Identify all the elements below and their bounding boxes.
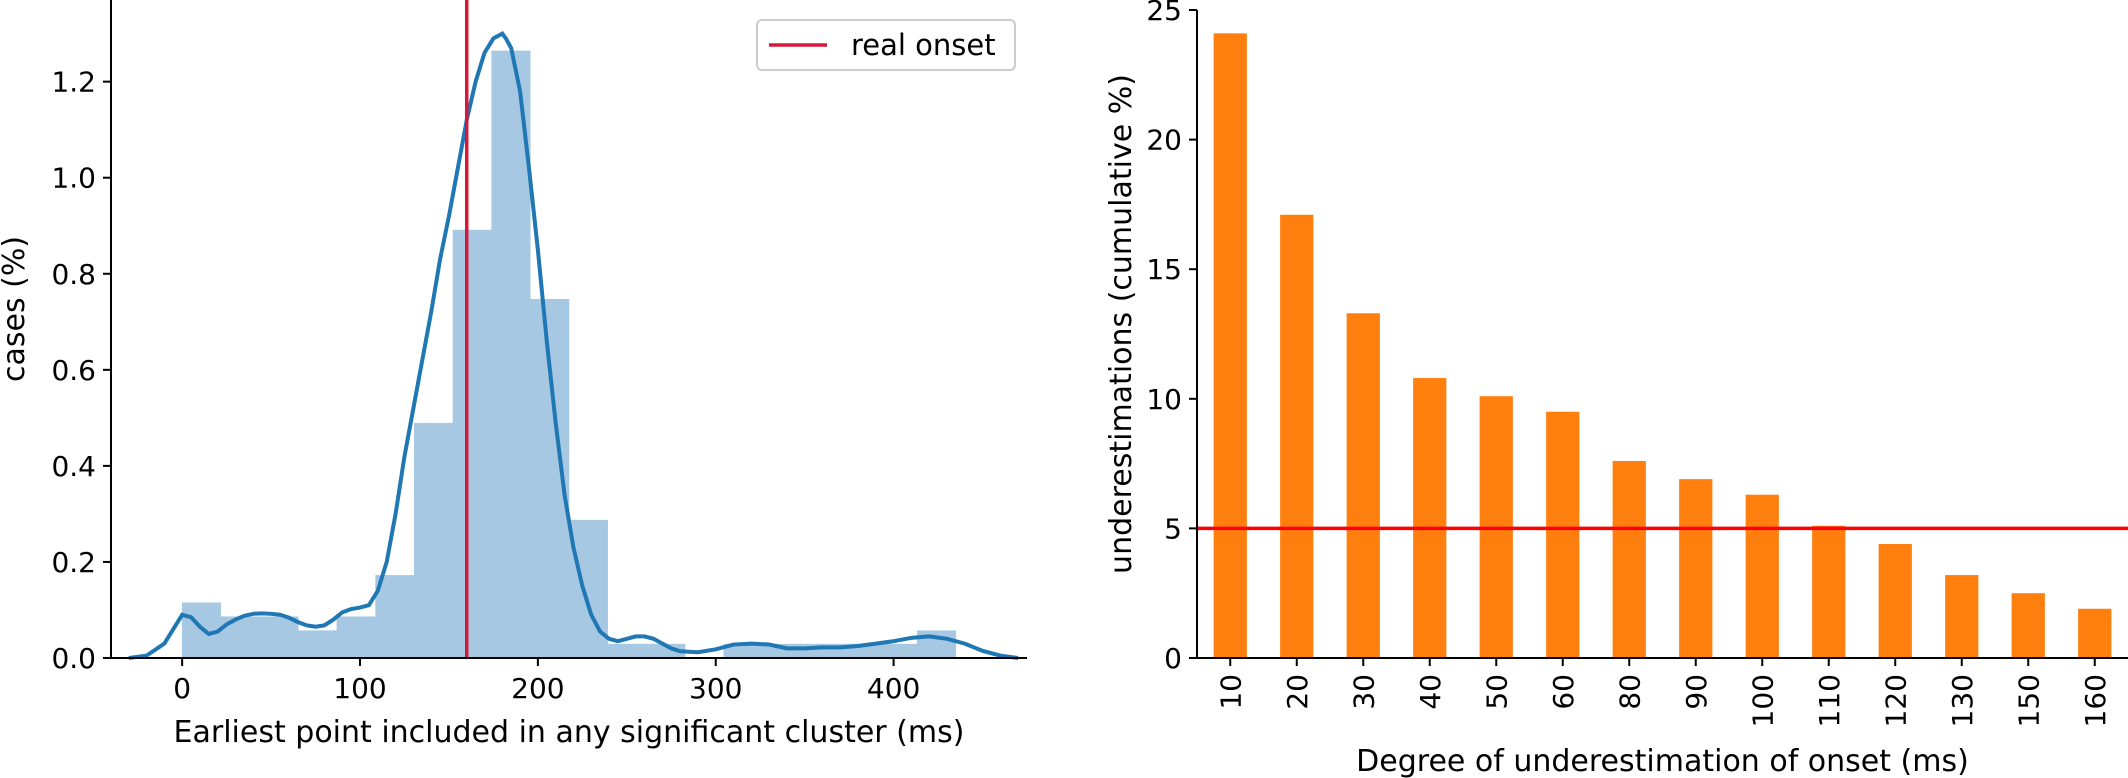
bar-120 <box>1878 543 1912 658</box>
bar-60 <box>1546 411 1580 658</box>
right-x-tick-label-1: 20 <box>1281 674 1314 710</box>
right-y-tick-label-5: 25 <box>1146 0 1182 27</box>
left-y-tick-label-4: 0.8 <box>51 258 96 291</box>
right-x-tick-label-6: 80 <box>1613 674 1646 710</box>
bar-20 <box>1280 214 1314 658</box>
right-y-tick-label-0: 0 <box>1164 642 1182 675</box>
right-x-tick-label-12: 150 <box>2012 674 2045 727</box>
right-bar-panel: 10 20 30 40 50 60 80 90 100 110 120 130 150 160 05101… <box>1104 0 2128 778</box>
bar-160 <box>2078 608 2112 658</box>
right-x-tick-label-13: 160 <box>2079 674 2112 727</box>
legend-label-real-onset: real onset <box>851 28 996 62</box>
histogram-bin-5 <box>375 575 415 659</box>
kde-curve <box>128 31 1019 660</box>
histogram-bin-19 <box>916 630 957 659</box>
bar-130 <box>1945 575 1979 658</box>
histogram-bin-11 <box>607 643 647 659</box>
right-x-ticks: 10 20 30 40 50 60 80 90 100 110 120 130 150 160 <box>1214 658 2112 727</box>
right-x-tick-label-7: 90 <box>1680 674 1713 710</box>
bar-150 <box>2011 593 2045 658</box>
left-y-axis-label: cases (%) <box>0 236 32 382</box>
bar-80 <box>1612 461 1646 658</box>
left-x-tick-label-3: 300 <box>689 672 742 705</box>
right-y-tick-label-3: 15 <box>1146 253 1182 286</box>
bar-110 <box>1812 525 1846 658</box>
right-x-tick-label-4: 50 <box>1480 674 1513 710</box>
histogram-bin-18 <box>878 643 918 659</box>
left-y-tick-label-0: 0.0 <box>51 642 96 675</box>
left-y-tick-label-5: 1.0 <box>51 162 96 195</box>
legend: real onset <box>756 19 1016 71</box>
left-histogram-panel: 0 100 200 300 400 0.0 0.2 0.4 0.6 0.8 1.0 1.2 Earl… <box>0 0 1027 750</box>
right-x-axis-label: Degree of underestimation of onset (ms) <box>1356 744 1969 778</box>
right-y-tick-label-2: 10 <box>1146 383 1182 416</box>
histogram-bin-7 <box>452 229 492 659</box>
right-x-tick-label-10: 120 <box>1879 674 1912 727</box>
left-y-tick-label-3: 0.6 <box>51 354 96 387</box>
left-x-axis-label: Earliest point included in any significa… <box>174 715 965 750</box>
left-x-tick-label-1: 100 <box>333 672 386 705</box>
right-x-tick-label-2: 30 <box>1347 674 1380 710</box>
histogram-bins <box>181 50 957 659</box>
right-y-ticks: 0 5 10 15 20 25 <box>1146 0 1197 675</box>
left-y-tick-label-6: 1.2 <box>51 66 96 99</box>
histogram-bin-4 <box>336 616 376 659</box>
histogram-bin-3 <box>297 630 338 659</box>
bar-30 <box>1346 313 1380 658</box>
left-y-ticks: 0.0 0.2 0.4 0.6 0.8 1.0 1.2 <box>51 66 111 675</box>
histogram-bin-10 <box>568 519 608 659</box>
left-y-tick-label-1: 0.2 <box>51 546 96 579</box>
left-y-tick-label-2: 0.4 <box>51 450 96 483</box>
right-x-tick-label-11: 130 <box>1946 674 1979 727</box>
histogram-bin-6 <box>414 422 454 659</box>
right-x-tick-label-0: 10 <box>1214 674 1247 710</box>
left-x-tick-label-4: 400 <box>867 672 920 705</box>
histogram-bin-2 <box>259 616 299 659</box>
right-x-tick-label-8: 100 <box>1746 674 1779 727</box>
right-y-axis-label: underestimations (cumulative %) <box>1104 74 1139 574</box>
left-x-tick-label-2: 200 <box>511 672 564 705</box>
legend-box <box>756 19 1016 71</box>
bar-90 <box>1679 479 1713 658</box>
right-x-tick-label-9: 110 <box>1813 674 1846 727</box>
right-y-tick-label-4: 20 <box>1146 124 1182 157</box>
bars <box>1213 33 2112 658</box>
right-x-tick-label-3: 40 <box>1414 674 1447 710</box>
bar-40 <box>1413 378 1447 658</box>
right-x-tick-label-5: 60 <box>1547 674 1580 710</box>
left-x-ticks: 0 100 200 300 400 <box>173 658 920 705</box>
right-y-tick-label-1: 5 <box>1164 512 1182 545</box>
left-x-tick-label-0: 0 <box>173 672 191 705</box>
bar-100 <box>1745 494 1779 658</box>
bar-10 <box>1213 33 1247 658</box>
